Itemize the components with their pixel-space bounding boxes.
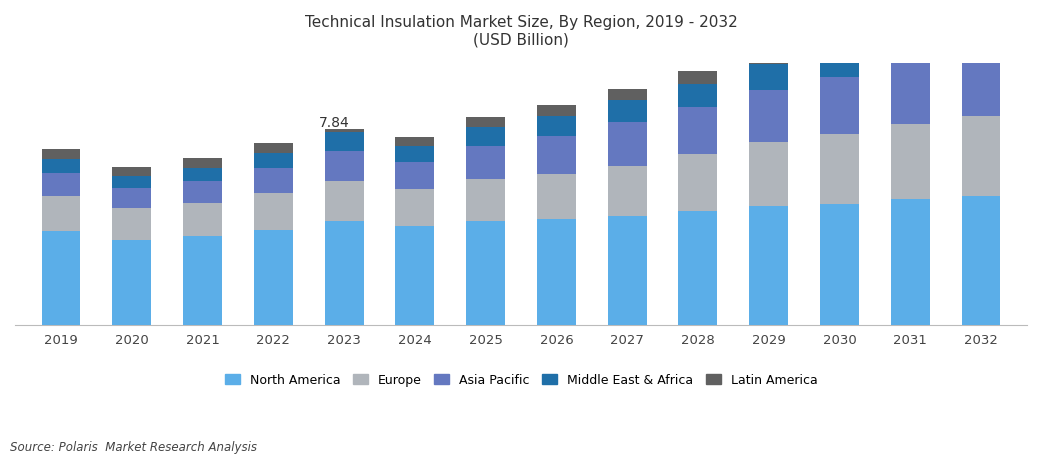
Bar [891, 15, 929, 30]
Title: Technical Insulation Market Size, By Region, 2019 - 2032
(USD Billion): Technical Insulation Market Size, By Reg… [304, 15, 738, 47]
Bar [466, 180, 505, 222]
Bar [891, 125, 929, 200]
Bar [820, 78, 859, 135]
Bar [820, 49, 859, 78]
Bar [254, 143, 293, 154]
Bar [962, 0, 1000, 13]
Bar [395, 227, 435, 325]
Bar [537, 106, 576, 116]
Bar [254, 193, 293, 230]
Bar [820, 205, 859, 325]
Bar [113, 177, 151, 188]
Bar [183, 159, 222, 169]
Text: 7.84: 7.84 [319, 116, 350, 130]
Bar [183, 203, 222, 237]
Bar [537, 116, 576, 136]
Bar [820, 135, 859, 205]
Bar [395, 163, 435, 190]
Legend: North America, Europe, Asia Pacific, Middle East & Africa, Latin America: North America, Europe, Asia Pacific, Mid… [220, 368, 822, 391]
Bar [42, 150, 80, 160]
Bar [42, 160, 80, 173]
Bar [962, 116, 1000, 197]
Bar [607, 217, 647, 325]
Bar [749, 207, 788, 325]
Bar [678, 155, 717, 212]
Bar [466, 147, 505, 180]
Bar [42, 232, 80, 325]
Bar [42, 197, 80, 232]
Bar [395, 138, 435, 147]
Bar [678, 212, 717, 325]
Bar [537, 220, 576, 325]
Bar [607, 123, 647, 167]
Bar [183, 169, 222, 182]
Bar [325, 222, 364, 325]
Bar [891, 200, 929, 325]
Bar [820, 35, 859, 49]
Bar [183, 237, 222, 325]
Bar [466, 128, 505, 147]
Bar [113, 188, 151, 208]
Bar [962, 197, 1000, 325]
Bar [42, 173, 80, 197]
Bar [749, 65, 788, 91]
Bar [254, 230, 293, 325]
Bar [395, 190, 435, 227]
Bar [254, 154, 293, 168]
Bar [325, 152, 364, 182]
Bar [537, 136, 576, 175]
Bar [113, 240, 151, 325]
Bar [749, 143, 788, 207]
Bar [607, 90, 647, 101]
Bar [466, 118, 505, 128]
Bar [183, 182, 222, 203]
Bar [113, 167, 151, 177]
Bar [678, 108, 717, 155]
Bar [607, 101, 647, 123]
Bar [113, 208, 151, 240]
Bar [325, 133, 364, 152]
Bar [254, 168, 293, 193]
Bar [678, 85, 717, 108]
Bar [678, 72, 717, 85]
Bar [749, 91, 788, 143]
Bar [466, 222, 505, 325]
Bar [962, 13, 1000, 46]
Bar [325, 182, 364, 222]
Bar [749, 52, 788, 65]
Bar [962, 46, 1000, 116]
Bar [607, 167, 647, 217]
Text: Source: Polaris  Market Research Analysis: Source: Polaris Market Research Analysis [10, 440, 257, 454]
Bar [325, 130, 364, 133]
Bar [891, 30, 929, 61]
Bar [891, 61, 929, 125]
Bar [395, 147, 435, 163]
Bar [537, 175, 576, 220]
